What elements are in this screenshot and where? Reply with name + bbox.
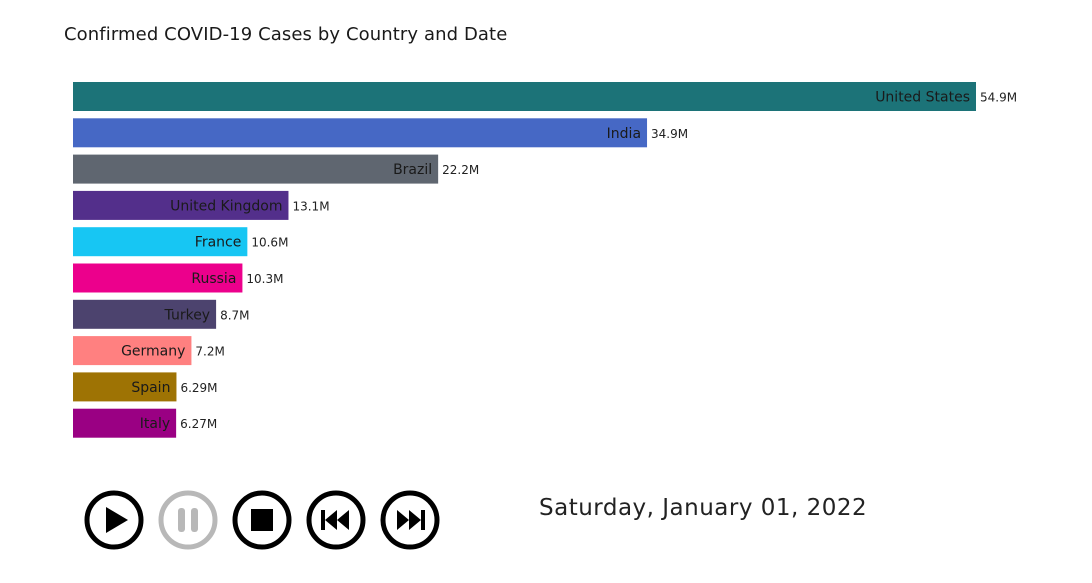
bar-india bbox=[73, 118, 648, 148]
bar-value-label: 34.9M bbox=[651, 127, 688, 141]
bar-value-label: 13.1M bbox=[292, 199, 329, 213]
bar-category-label: Germany bbox=[121, 344, 185, 360]
skip-back-button[interactable] bbox=[306, 490, 366, 550]
skip-forward-button[interactable] bbox=[380, 490, 440, 550]
bar-spain bbox=[73, 372, 177, 402]
play-icon bbox=[84, 490, 144, 550]
bar-value-label: 8.7M bbox=[220, 308, 249, 322]
bar-chart: United States 54.9M India 34.9M Brazil 22.2M U… bbox=[73, 82, 1017, 438]
skip-forward-icon bbox=[380, 490, 440, 550]
bar-united-states bbox=[73, 82, 976, 111]
bar-category-label: United States bbox=[875, 90, 970, 106]
bar-category-label: Turkey bbox=[164, 307, 211, 323]
pause-button[interactable] bbox=[158, 490, 218, 550]
bar-category-label: Russia bbox=[191, 271, 236, 287]
bar-united-kingdom bbox=[73, 190, 289, 220]
play-button[interactable] bbox=[84, 490, 144, 550]
bar-value-label: 6.27M bbox=[180, 417, 217, 431]
bar-france bbox=[73, 227, 248, 257]
bar-category-label: Spain bbox=[131, 380, 170, 396]
bar-category-label: United Kingdom bbox=[170, 198, 282, 214]
bar-category-label: France bbox=[195, 235, 242, 251]
bar-value-label: 22.2M bbox=[442, 163, 479, 177]
bar-value-label: 10.3M bbox=[246, 272, 283, 286]
bar-category-label: India bbox=[607, 126, 641, 142]
bar-value-label: 10.6M bbox=[251, 236, 288, 250]
stop-button[interactable] bbox=[232, 490, 292, 550]
bar-germany bbox=[73, 336, 192, 366]
bar-category-label: Brazil bbox=[393, 162, 432, 178]
stop-icon bbox=[232, 490, 292, 550]
bar-brazil bbox=[73, 154, 439, 184]
bar-turkey bbox=[73, 299, 217, 329]
bar-value-label: 54.9M bbox=[980, 91, 1017, 105]
skip-back-icon bbox=[306, 490, 366, 550]
bar-russia bbox=[73, 263, 243, 293]
pause-icon bbox=[158, 490, 218, 550]
chart-title: Confirmed COVID-19 Cases by Country and … bbox=[64, 24, 508, 45]
bar-value-label: 7.2M bbox=[195, 345, 224, 359]
bar-category-label: Italy bbox=[140, 416, 170, 432]
bar-value-label: 6.29M bbox=[180, 381, 217, 395]
playback-controls bbox=[84, 490, 440, 550]
current-date-label: Saturday, January 01, 2022 bbox=[539, 495, 868, 521]
bar-italy bbox=[73, 408, 177, 438]
